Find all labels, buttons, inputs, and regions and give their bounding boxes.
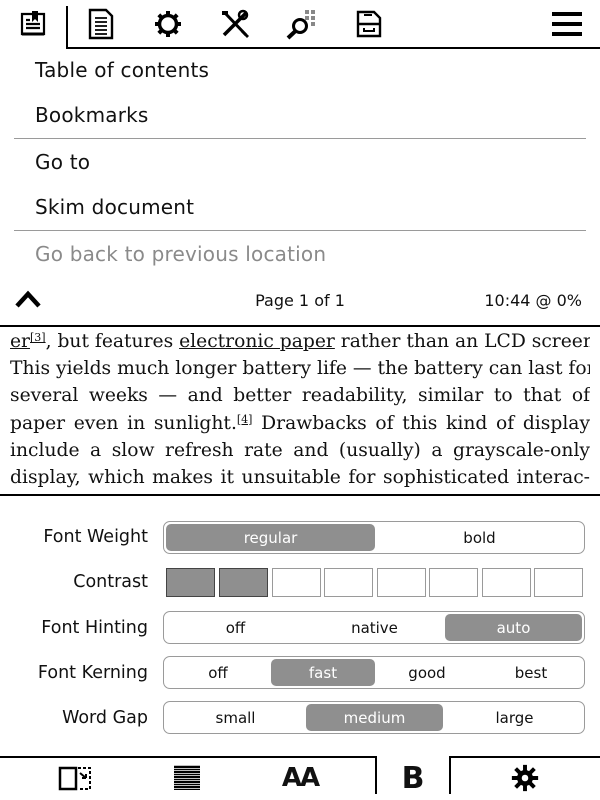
hamburger-icon — [551, 12, 582, 36]
contrast-level[interactable] — [429, 568, 478, 597]
gear-icon — [511, 764, 539, 792]
font-weight-label: Font Weight — [43, 527, 148, 547]
tab-settings[interactable] — [134, 0, 201, 48]
font-weight-toggle: regular bold — [163, 521, 585, 554]
font-hinting-auto[interactable]: auto — [445, 614, 582, 641]
font-weight-regular[interactable]: regular — [166, 524, 375, 551]
settings-top-border — [0, 494, 600, 496]
text-line: include a slow refresh rate and (usually… — [10, 439, 590, 461]
text-line: display, which makes it unsuitable for s… — [10, 466, 590, 488]
menu-item-bookmarks[interactable]: Bookmarks — [35, 103, 149, 127]
footnote-link[interactable]: [3] — [30, 331, 46, 344]
contrast-label: Contrast — [73, 572, 148, 592]
tab-filemanager[interactable] — [335, 0, 402, 48]
search-icon — [286, 10, 315, 40]
contrast-level[interactable] — [324, 568, 373, 597]
status-clock: 10:44 @ 0% — [484, 291, 582, 310]
tab-page-crop[interactable] — [40, 756, 110, 800]
tab-document[interactable] — [67, 0, 134, 48]
tab-navigation[interactable] — [0, 0, 67, 48]
gear-icon — [154, 11, 181, 37]
menu-item-table-of-contents[interactable]: Table of contents — [35, 58, 210, 82]
font-kerning-label: Font Kerning — [37, 663, 148, 683]
word-gap-label: Word Gap — [62, 708, 148, 728]
font-hinting-label: Font Hinting — [41, 618, 148, 638]
word-gap-large[interactable]: large — [495, 708, 534, 727]
collapse-button[interactable] — [14, 288, 42, 314]
text-line: er[3], but features electronic paper rat… — [10, 331, 590, 352]
font-kerning-toggle: off fast good best — [163, 656, 585, 689]
contrast-level[interactable] — [272, 568, 321, 597]
contrast-slider — [164, 566, 585, 598]
bookmark-list-icon — [20, 11, 45, 36]
menu-divider — [14, 138, 586, 139]
word-gap-medium[interactable]: medium — [306, 704, 443, 731]
contrast-level[interactable] — [534, 568, 583, 597]
font-hinting-native[interactable]: native — [351, 618, 398, 637]
tab-page-layout[interactable] — [152, 756, 222, 800]
text-line: several weeks — and better readability, … — [10, 385, 590, 407]
font-hinting-toggle: off native auto — [163, 611, 585, 644]
menu-item-skim-document[interactable]: Skim document — [35, 195, 195, 219]
menu-item-go-back: Go back to previous location — [35, 242, 327, 266]
bold-icon: B — [401, 760, 425, 796]
footnote-link[interactable]: [4] — [236, 412, 253, 426]
lines-icon — [174, 765, 200, 790]
chevron-up-icon — [15, 290, 41, 308]
tools-icon — [221, 9, 249, 38]
crop-icon — [58, 766, 91, 791]
menu-item-go-to[interactable]: Go to — [35, 150, 91, 174]
tab-search[interactable] — [268, 0, 335, 48]
top-toolbar — [0, 0, 600, 49]
contrast-level[interactable] — [219, 568, 268, 597]
contrast-level[interactable] — [482, 568, 531, 597]
link-electronic-paper[interactable]: electronic paper — [179, 331, 335, 352]
font-kerning-best[interactable]: best — [514, 663, 548, 682]
document-icon — [88, 8, 113, 40]
tab-font-size[interactable]: AA — [265, 756, 335, 800]
page-indicator: Page 1 of 1 — [255, 291, 345, 310]
menu-bottom-border — [0, 325, 600, 327]
tab-font-weight[interactable]: B — [377, 756, 449, 800]
font-size-icon: AA — [281, 763, 320, 793]
tab-more-settings[interactable] — [490, 756, 560, 800]
text-line: paper even in sunlight.[4] Drawbacks of … — [10, 412, 590, 434]
font-kerning-off[interactable]: off — [208, 663, 228, 682]
menu-footer: Page 1 of 1 10:44 @ 0% — [0, 278, 600, 324]
font-hinting-off[interactable]: off — [225, 618, 246, 637]
font-kerning-good[interactable]: good — [408, 663, 446, 682]
contrast-level[interactable] — [377, 568, 426, 597]
bottom-toolbar: AA B — [0, 756, 600, 800]
cabinet-icon — [356, 10, 381, 38]
tab-tools[interactable] — [201, 0, 268, 48]
font-kerning-fast[interactable]: fast — [271, 659, 375, 686]
tab-main-menu[interactable] — [533, 0, 600, 48]
contrast-level[interactable] — [166, 568, 215, 597]
font-weight-bold[interactable]: bold — [463, 528, 496, 547]
reader-text: er[3], but features electronic paper rat… — [10, 328, 590, 494]
text-line: This yields much longer battery life — t… — [10, 358, 590, 380]
menu-divider — [14, 230, 586, 231]
word-gap-toggle: small medium large — [163, 701, 585, 734]
link[interactable]: er — [10, 331, 30, 352]
word-gap-small[interactable]: small — [215, 708, 256, 727]
